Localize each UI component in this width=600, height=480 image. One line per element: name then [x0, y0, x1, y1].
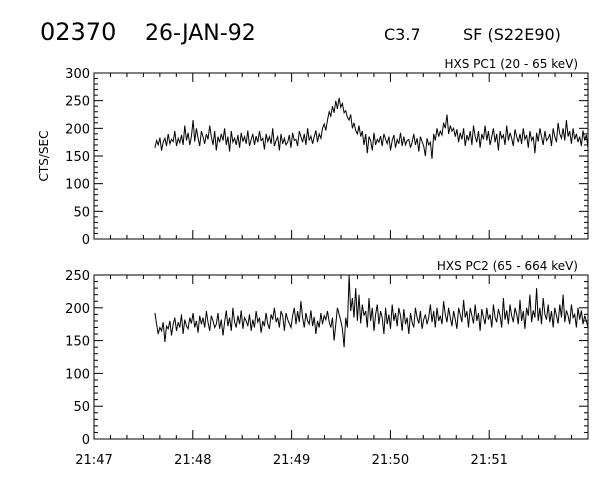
event-id: 02370: [40, 18, 116, 46]
y-axis-label: CTS/SEC: [37, 131, 51, 182]
y-tick-label: 100: [65, 178, 90, 193]
goes-class: C3.7: [384, 25, 421, 44]
chart-panel-2: HXS PC2 (65 - 664 keV) 0 50 100 150 200 250 21:…: [65, 259, 589, 468]
y-tick-label: 250: [65, 95, 90, 110]
x-tick-label: 21:51: [470, 453, 507, 468]
plot-frame: [93, 274, 589, 440]
y-tick-label: 200: [65, 122, 90, 137]
y-tick-label: 0: [82, 433, 90, 448]
x-tick-label: 21:50: [372, 453, 409, 468]
flare-info: SF (S22E90): [463, 25, 561, 44]
event-date: 26-JAN-92: [145, 21, 256, 46]
chart-panel-1: HXS PC1 (20 - 65 keV) 0 50 100 150 200 250 300 C…: [37, 57, 589, 248]
series-line: [154, 97, 589, 159]
y-tick-label: 50: [73, 400, 90, 415]
series-line: [154, 274, 589, 348]
plot-frame: [93, 72, 589, 240]
y-tick-label: 100: [65, 367, 90, 382]
y-tick-label: 200: [65, 302, 90, 317]
panel-label: HXS PC1 (20 - 65 keV): [444, 57, 578, 71]
y-tick-label: 150: [65, 150, 90, 165]
x-tick-label: 21:47: [75, 453, 112, 468]
y-tick-label: 50: [73, 205, 90, 220]
x-tick-label: 21:49: [273, 453, 310, 468]
y-tick-label: 250: [65, 269, 90, 284]
y-tick-label: 300: [65, 67, 90, 82]
y-tick-label: 0: [82, 233, 90, 248]
panel-label: HXS PC2 (65 - 664 keV): [437, 259, 578, 273]
y-tick-label: 150: [65, 335, 90, 350]
x-tick-label: 21:48: [174, 453, 211, 468]
